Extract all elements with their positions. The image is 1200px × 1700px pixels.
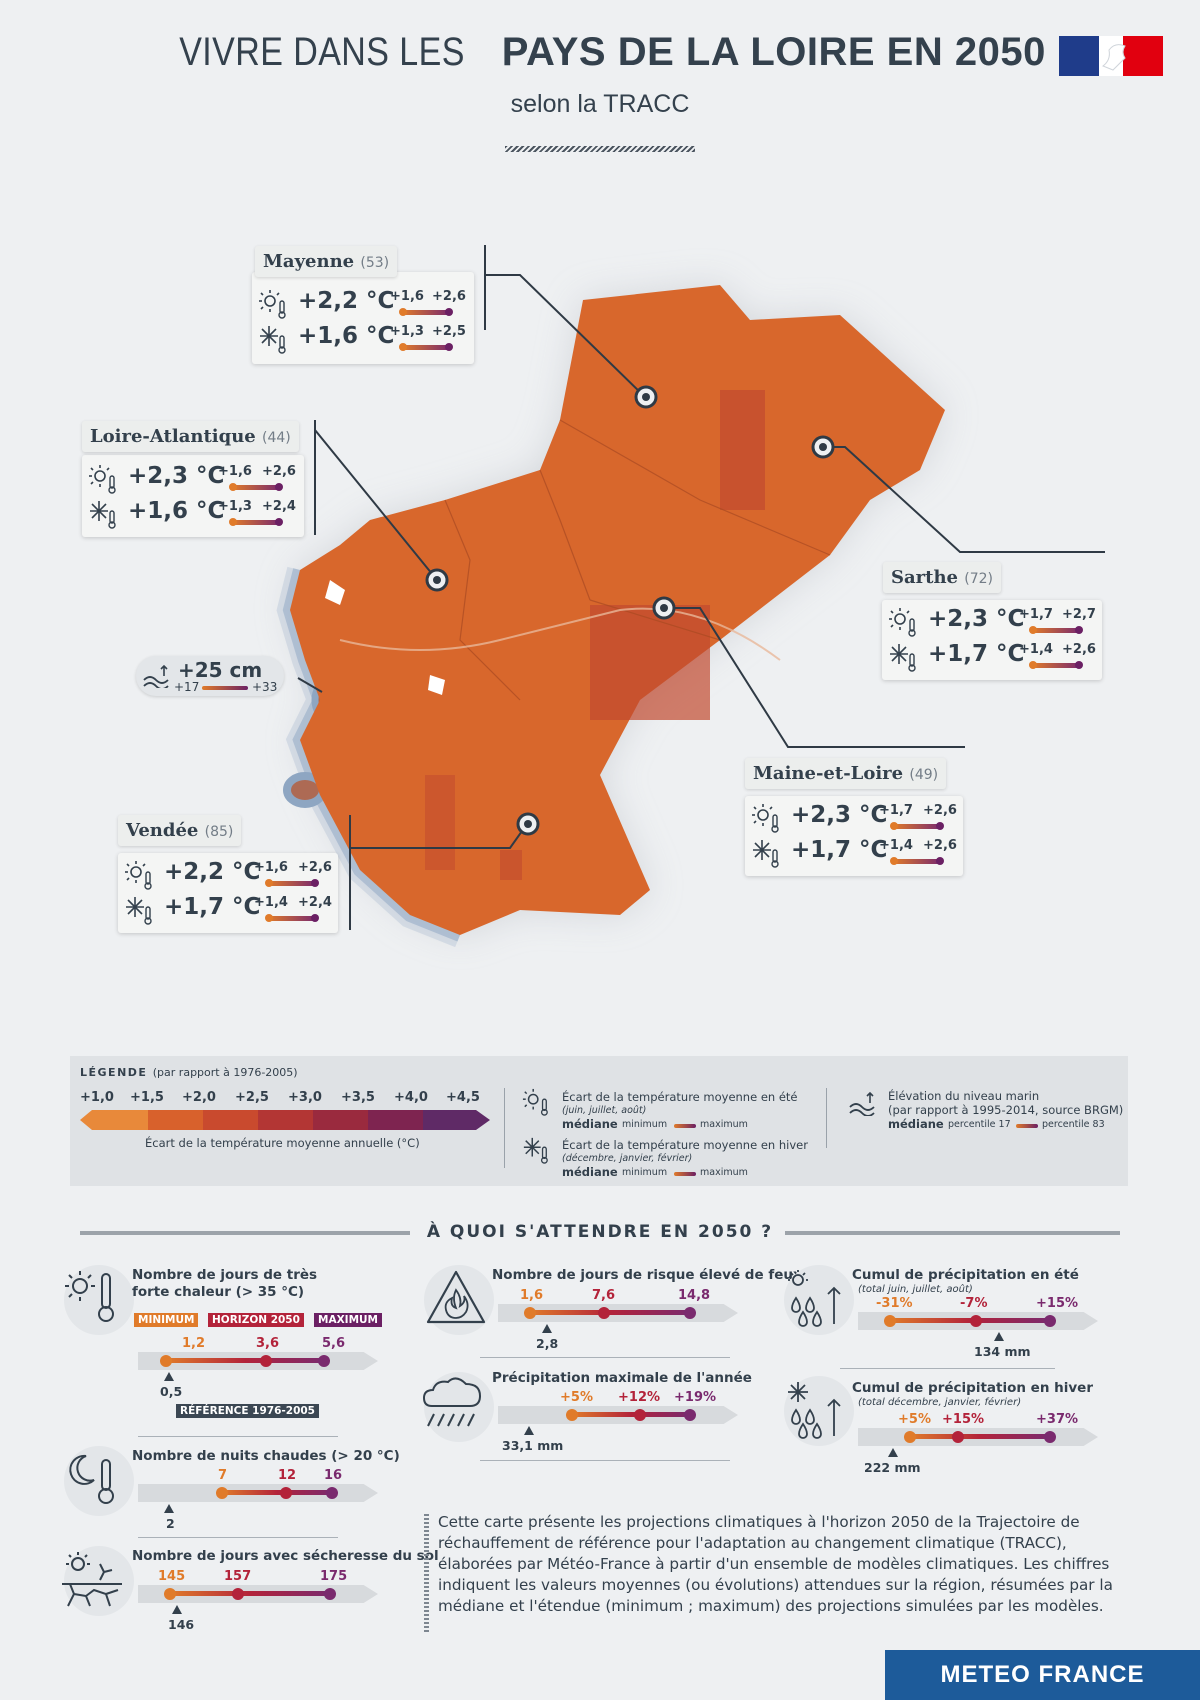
summer-row: +2,2 °C +1,6 +2,6 — [252, 286, 474, 320]
sun-drops-icon — [788, 1270, 841, 1327]
summer-precip-title: Cumul de précipitation en été — [852, 1267, 1079, 1283]
sea-level-range-bar — [202, 686, 248, 690]
moon-thermometer-icon — [69, 1454, 114, 1504]
dept-name: Mayenne (53) — [255, 246, 398, 277]
snowflake-thermometer-icon — [890, 644, 916, 672]
snowflake-thermometer-icon — [260, 326, 286, 354]
legend-scale-caption: Écart de la température moyenne annuelle… — [145, 1136, 420, 1150]
snowflake-thermometer-icon — [523, 1137, 548, 1164]
hot-days-title: Nombre de jours de très forte chaleur (> … — [132, 1267, 318, 1300]
snowflake-drops-icon — [788, 1382, 841, 1439]
dept-card-mayenne: Mayenne (53) +2,2 °C +1,6 +2,6 +1,6 °C +… — [252, 246, 474, 364]
snowflake-thermometer-icon — [753, 840, 779, 868]
title-divider — [505, 146, 695, 152]
summer-range-bar — [229, 483, 283, 491]
section-header: À QUOI S'ATTENDRE EN 2050 ? — [80, 1222, 1120, 1244]
winter-range-bar — [890, 857, 944, 865]
title-bold: PAYS DE LA LOIRE EN 2050 — [501, 30, 1046, 74]
title-light: VIVRE DANS LES — [179, 30, 465, 74]
legend-title: LÉGENDE (par rapport à 1976-2005) — [80, 1066, 298, 1079]
summer-row: +2,3 °C +1,7 +2,7 — [882, 604, 1102, 638]
legend-divider — [826, 1088, 827, 1148]
legend-panel: LÉGENDE (par rapport à 1976-2005) +1,0 +… — [70, 1056, 1128, 1186]
dept-card-vendee: Vendée (85) +2,2 °C +1,6 +2,6 +1,7 °C +1… — [118, 815, 338, 933]
page-subtitle: selon la TRACC — [510, 90, 690, 118]
tag-horizon: HORIZON 2050 — [208, 1313, 304, 1327]
winter-range-bar — [265, 914, 319, 922]
max-precip-scale: +5% +12% +19% 33,1 mm — [498, 1390, 738, 1453]
dept-name: Vendée (85) — [118, 815, 242, 846]
dept-card-maine-et-loire: Maine-et-Loire (49) +2,3 °C +1,7 +2,6 +1… — [745, 758, 963, 876]
sea-level-badge: +25 cm +17 +33 — [136, 656, 284, 696]
sun-thermometer-icon — [522, 1088, 548, 1116]
sun-thermometer-icon — [125, 861, 152, 890]
summer-row: +2,3 °C +1,7 +2,6 — [745, 800, 963, 834]
sea-level-wave-icon — [143, 664, 169, 688]
fire-scale: 1,6 7,6 14,8 2,8 — [498, 1288, 738, 1351]
meteo-france-logo: METEO FRANCE — [885, 1650, 1200, 1700]
republique-francaise-logo — [1059, 36, 1163, 76]
dept-name: Loire-Atlantique (44) — [82, 421, 299, 452]
warm-nights-title: Nombre de nuits chaudes (> 20 °C) — [132, 1448, 400, 1464]
winter-row: +1,7 °C +1,4 +2,6 — [745, 835, 963, 869]
summer-range-bar — [265, 879, 319, 887]
winter-range-bar — [229, 518, 283, 526]
tag-minimum: MINIMUM — [134, 1313, 199, 1327]
sun-thermometer-icon — [259, 290, 286, 319]
rain-cloud-icon — [422, 1377, 482, 1427]
fire-warning-icon — [426, 1270, 486, 1324]
winter-precip-scale: +5% +15% +37% 222 mm — [858, 1412, 1098, 1475]
max-precip-title: Précipitation maximale de l'année — [492, 1370, 752, 1386]
sea-level-wave-icon — [849, 1091, 875, 1116]
winter-row: +1,7 °C +1,4 +2,4 — [118, 892, 338, 926]
tag-maximum: MAXIMUM — [314, 1313, 383, 1327]
summer-range-bar — [890, 822, 944, 830]
summer-row: +2,3 °C +1,6 +2,6 — [82, 461, 304, 495]
explanation-paragraph: Cette carte présente les projections cli… — [438, 1513, 1113, 1615]
region-map — [276, 245, 1105, 948]
winter-row: +1,6 °C +1,3 +2,5 — [252, 321, 474, 355]
summer-row: +2,2 °C +1,6 +2,6 — [118, 857, 338, 891]
page-title: VIVRE DANS LES PAYS DE LA LOIRE EN 2050 — [0, 30, 1200, 75]
winter-range-bar — [1029, 661, 1083, 669]
dept-card-sarthe: Sarthe (72) +2,3 °C +1,7 +2,7 +1,7 °C +1… — [882, 562, 1102, 680]
sun-thermometer-icon — [752, 804, 779, 833]
drought-scale: 145 157 175 146 — [138, 1569, 378, 1632]
summer-precip-scale: -31% -7% +15% 134 mm — [858, 1296, 1098, 1359]
drought-title: Nombre de jours avec sécheresse du sol — [132, 1548, 439, 1564]
legend-color-scale — [80, 1110, 490, 1130]
winter-precip-title: Cumul de précipitation en hiver — [852, 1380, 1093, 1396]
legend-divider — [504, 1088, 505, 1168]
fire-title: Nombre de jours de risque élevé de feux — [492, 1267, 802, 1283]
summer-range-bar — [399, 308, 453, 316]
sun-thermometer-icon — [65, 1271, 114, 1322]
warm-nights-scale: 7 12 16 2 — [138, 1468, 378, 1531]
hot-days-icon-bg — [64, 1265, 134, 1335]
dept-name: Maine-et-Loire (49) — [745, 758, 947, 789]
summer-range-bar — [1029, 626, 1083, 634]
hot-days-scale: 1,2 3,6 5,6 0,5 — [138, 1336, 378, 1399]
winter-row: +1,7 °C +1,4 +2,6 — [882, 639, 1102, 673]
sun-thermometer-icon — [889, 608, 916, 637]
sun-cracked-soil-icon — [62, 1552, 122, 1607]
winter-row: +1,6 °C +1,3 +2,4 — [82, 496, 304, 530]
dept-card-loire-atlantique: Loire-Atlantique (44) +2,3 °C +1,6 +2,6 … — [82, 421, 304, 537]
snowflake-thermometer-icon — [90, 501, 116, 529]
sun-thermometer-icon — [89, 465, 116, 494]
tag-reference: RÉFÉRENCE 1976-2005 — [176, 1404, 319, 1418]
dept-name: Sarthe (72) — [883, 562, 1002, 593]
paragraph-rule — [424, 1514, 429, 1632]
snowflake-thermometer-icon — [126, 897, 152, 925]
winter-range-bar — [399, 343, 453, 351]
